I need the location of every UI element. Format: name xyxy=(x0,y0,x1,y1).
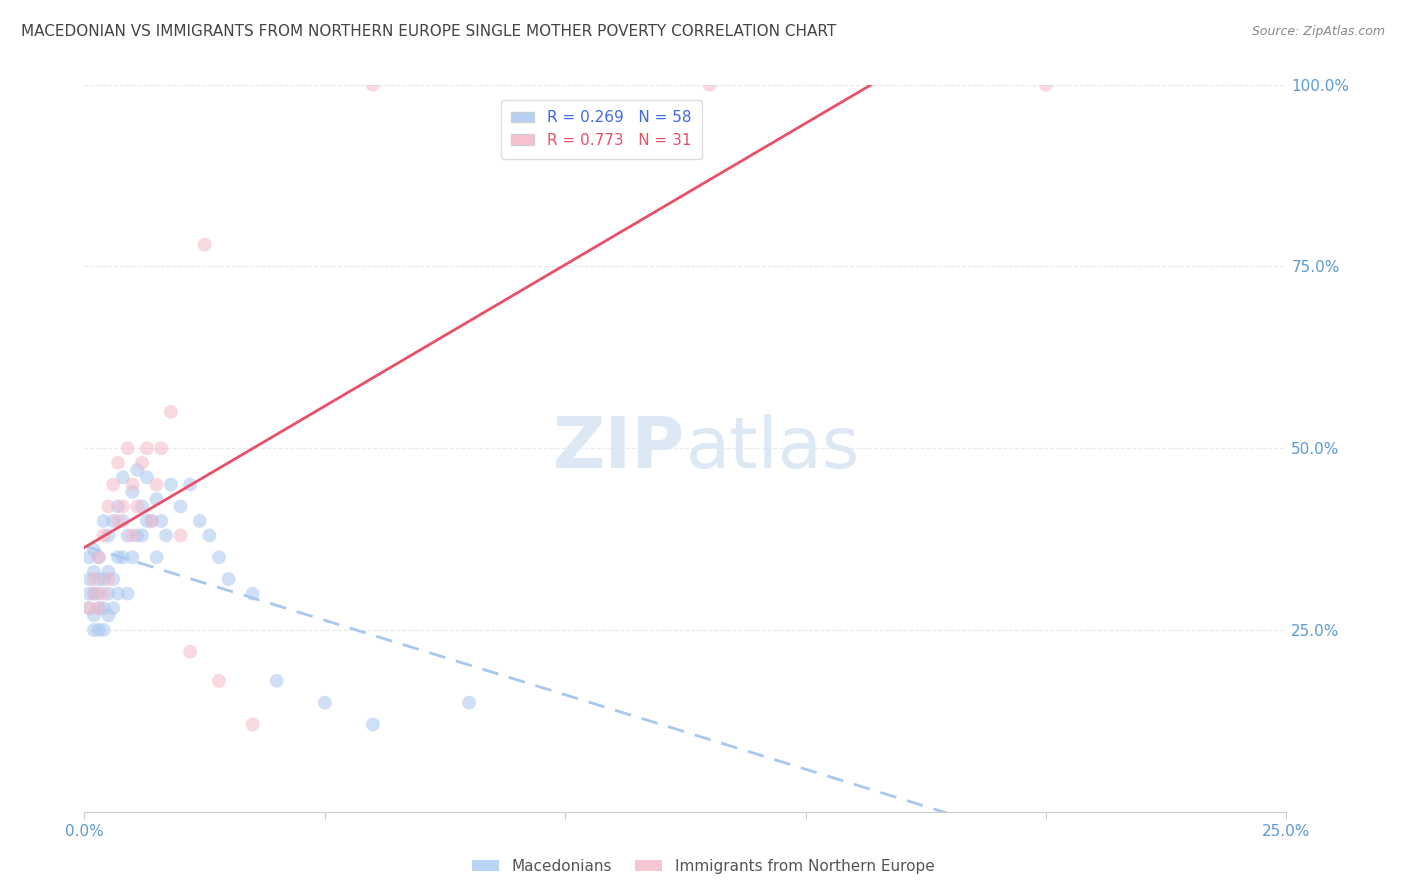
Point xyxy=(107,500,129,514)
Point xyxy=(83,565,105,579)
Point xyxy=(93,528,115,542)
Point xyxy=(208,673,231,688)
Point xyxy=(127,463,149,477)
Point xyxy=(83,587,105,601)
Point xyxy=(111,514,134,528)
Point xyxy=(83,587,105,601)
Legend: Macedonians, Immigrants from Northern Europe: Macedonians, Immigrants from Northern Eu… xyxy=(465,853,941,880)
Point xyxy=(93,572,115,586)
Point xyxy=(127,500,149,514)
Text: atlas: atlas xyxy=(686,414,860,483)
Point xyxy=(150,442,173,455)
Point xyxy=(97,608,120,623)
Point xyxy=(127,528,149,542)
Point xyxy=(155,528,177,542)
Point xyxy=(97,500,120,514)
Point xyxy=(107,514,129,528)
Point xyxy=(242,717,264,731)
Point xyxy=(179,477,201,491)
Point xyxy=(77,601,100,615)
Point xyxy=(135,470,157,484)
Point xyxy=(97,587,120,601)
Point xyxy=(117,587,139,601)
Point xyxy=(198,528,221,542)
Point xyxy=(160,477,183,491)
Point xyxy=(83,608,105,623)
Point xyxy=(242,587,264,601)
Point xyxy=(131,500,153,514)
Point xyxy=(141,514,163,528)
Point xyxy=(97,572,120,586)
Point xyxy=(145,550,167,565)
Point xyxy=(135,514,157,528)
Point xyxy=(194,237,217,252)
Point xyxy=(107,456,129,470)
Point xyxy=(111,470,134,484)
Point xyxy=(83,543,105,558)
Point xyxy=(77,601,100,615)
Point xyxy=(83,572,105,586)
Point xyxy=(93,623,115,637)
Point xyxy=(121,484,143,499)
Point xyxy=(458,696,481,710)
Point xyxy=(361,717,384,731)
Point xyxy=(83,623,105,637)
Point xyxy=(103,514,125,528)
Point xyxy=(169,528,191,542)
Point xyxy=(179,645,201,659)
Point xyxy=(107,550,129,565)
Point xyxy=(103,572,125,586)
Point xyxy=(266,673,288,688)
Point xyxy=(111,550,134,565)
Point xyxy=(97,528,120,542)
Point xyxy=(145,492,167,507)
Point xyxy=(93,587,115,601)
Point xyxy=(188,514,211,528)
Point xyxy=(141,514,163,528)
Point xyxy=(150,514,173,528)
Legend: R = 0.269   N = 58, R = 0.773   N = 31: R = 0.269 N = 58, R = 0.773 N = 31 xyxy=(501,100,702,159)
Point xyxy=(361,78,384,92)
Point xyxy=(314,696,336,710)
Point xyxy=(208,550,231,565)
Text: ZIP: ZIP xyxy=(553,414,686,483)
Text: MACEDONIAN VS IMMIGRANTS FROM NORTHERN EUROPE SINGLE MOTHER POVERTY CORRELATION : MACEDONIAN VS IMMIGRANTS FROM NORTHERN E… xyxy=(21,24,837,38)
Point xyxy=(87,587,110,601)
Point xyxy=(111,500,134,514)
Point xyxy=(699,78,721,92)
Point xyxy=(121,550,143,565)
Point xyxy=(121,528,143,542)
Point xyxy=(87,623,110,637)
Point xyxy=(160,405,183,419)
Point xyxy=(87,601,110,615)
Point xyxy=(93,514,115,528)
Point xyxy=(87,550,110,565)
Point xyxy=(131,456,153,470)
Point xyxy=(77,587,100,601)
Point xyxy=(121,477,143,491)
Point xyxy=(87,572,110,586)
Point xyxy=(93,601,115,615)
Point xyxy=(77,572,100,586)
Point xyxy=(1035,78,1057,92)
Point xyxy=(145,477,167,491)
Point xyxy=(169,500,191,514)
Point xyxy=(131,528,153,542)
Point xyxy=(87,601,110,615)
Point xyxy=(77,550,100,565)
Point xyxy=(103,601,125,615)
Point xyxy=(117,442,139,455)
Point xyxy=(97,565,120,579)
Point xyxy=(117,528,139,542)
Point xyxy=(107,587,129,601)
Point xyxy=(135,442,157,455)
Point xyxy=(218,572,240,586)
Point xyxy=(103,477,125,491)
Point xyxy=(87,550,110,565)
Text: Source: ZipAtlas.com: Source: ZipAtlas.com xyxy=(1251,25,1385,37)
